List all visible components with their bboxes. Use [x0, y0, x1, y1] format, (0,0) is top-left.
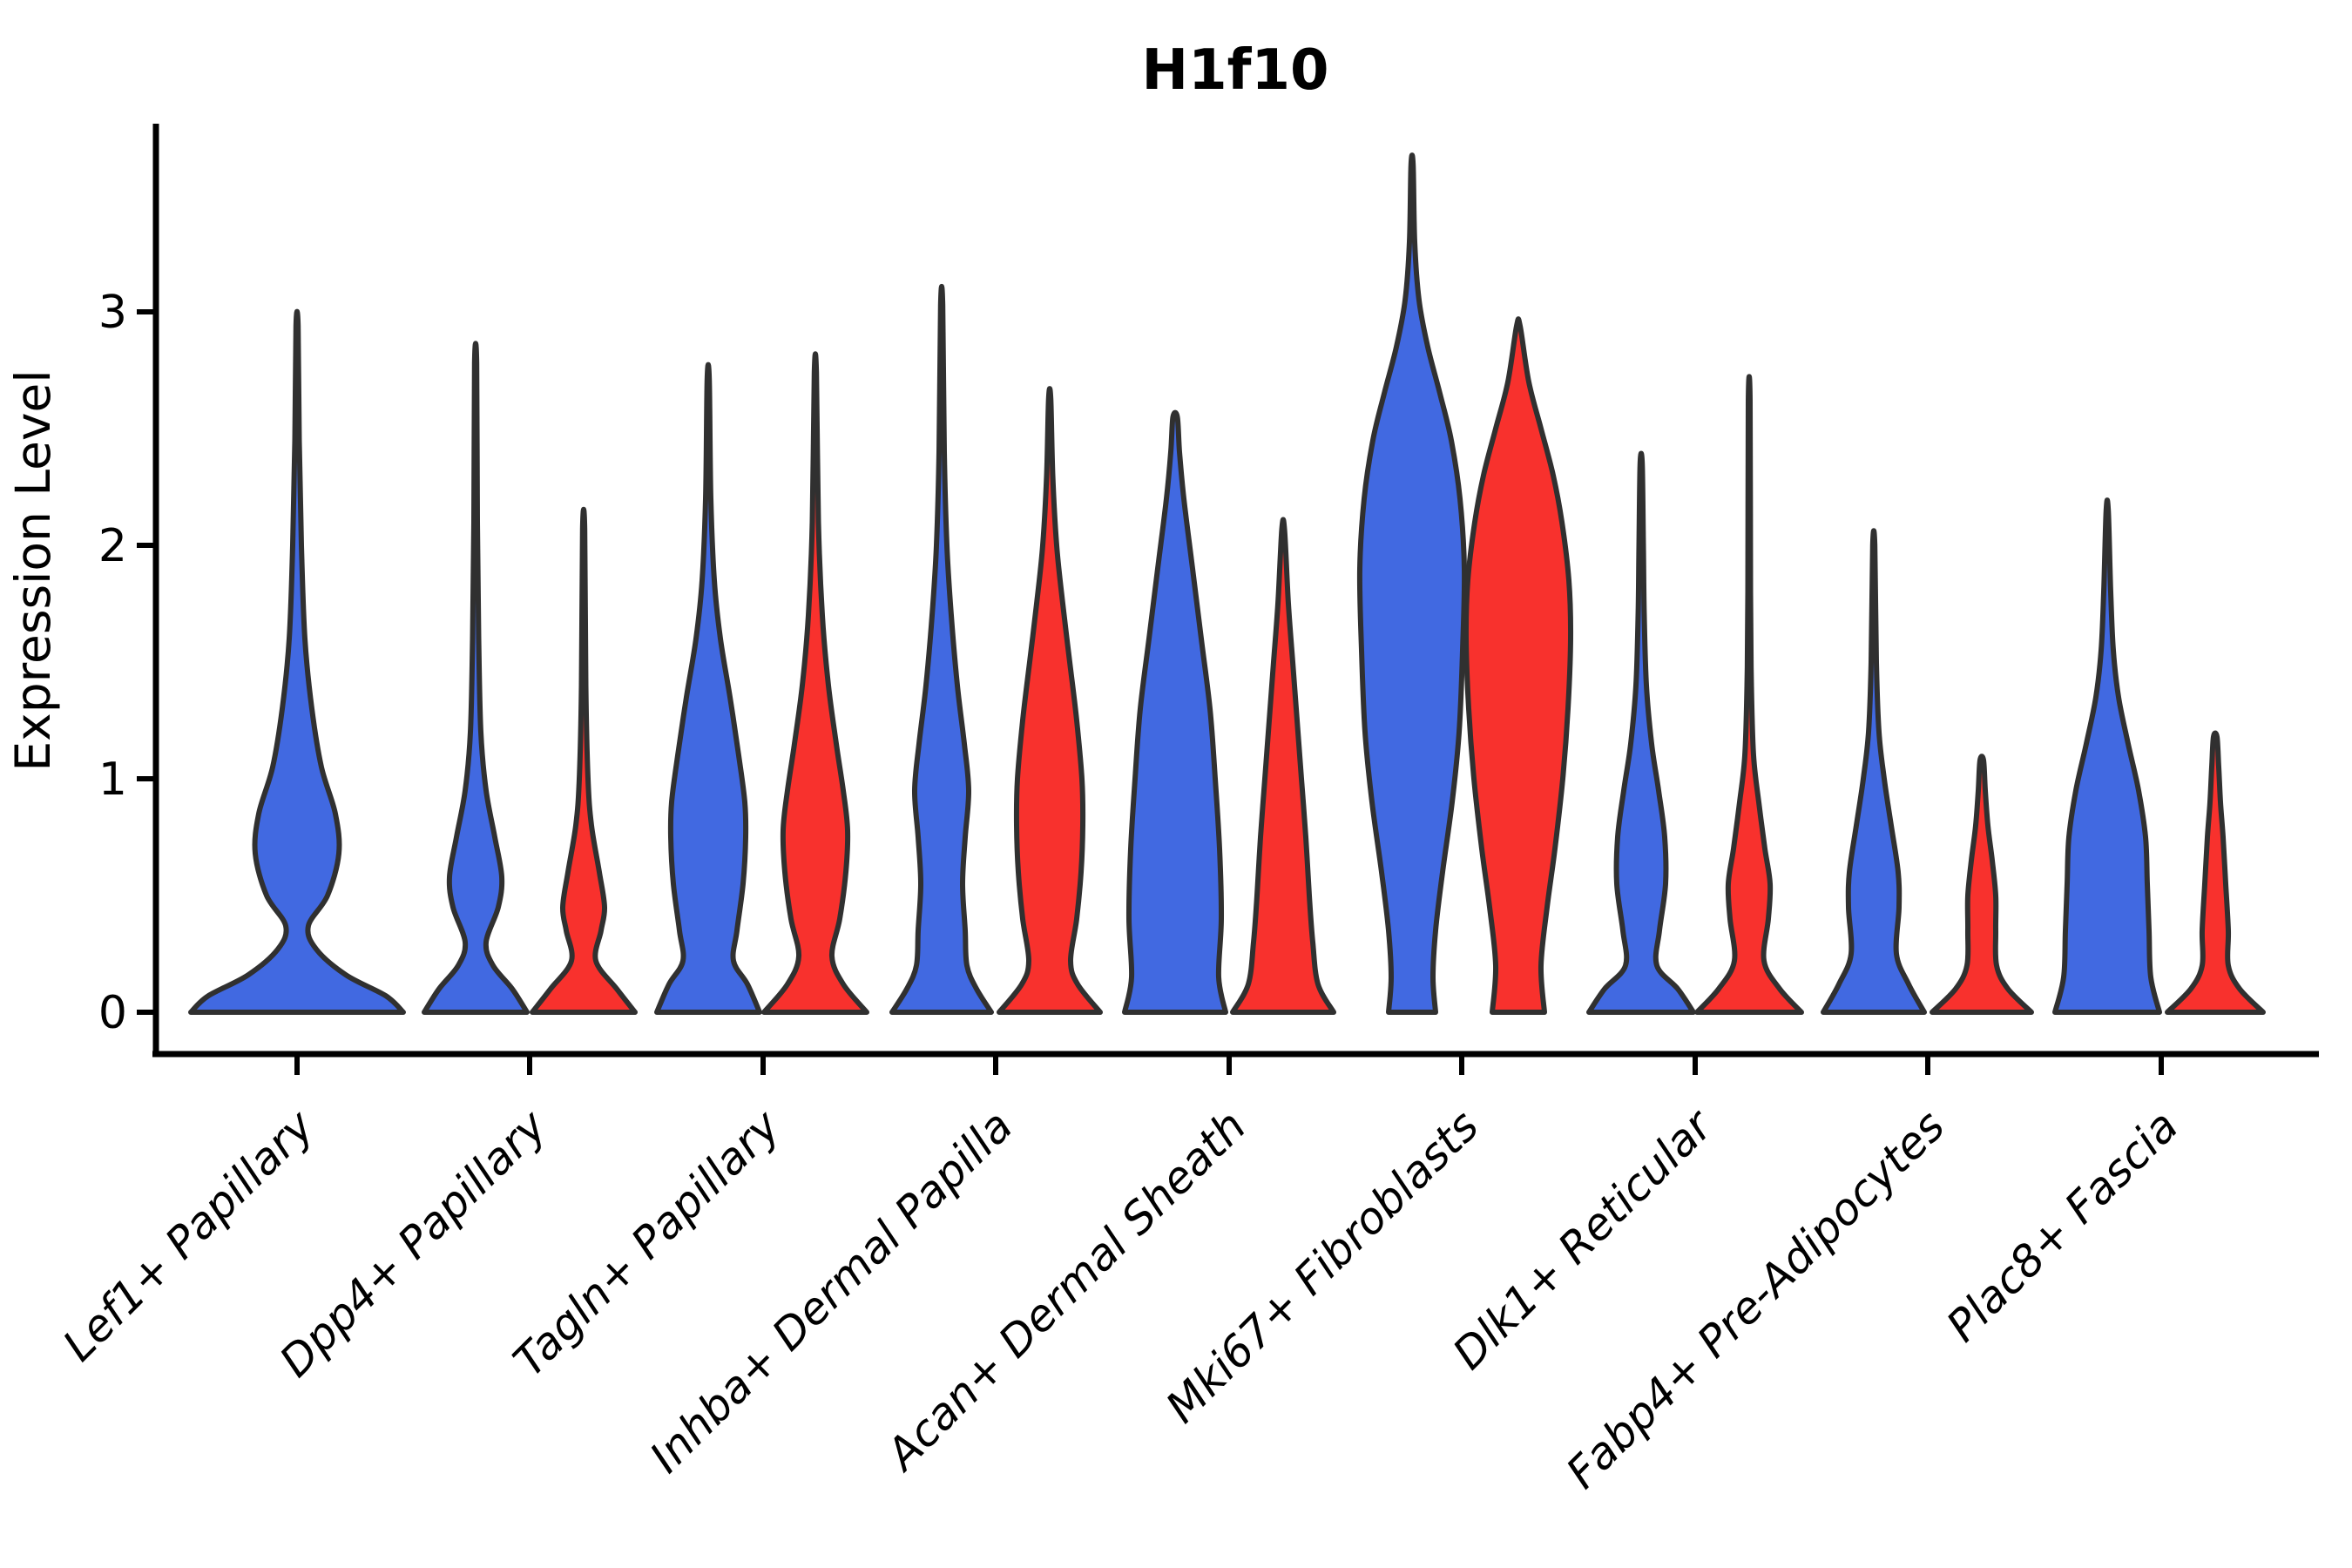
violin-inhba-dermal-papilla-group-2	[997, 386, 1103, 1015]
y-tick-label-1: 1	[98, 754, 127, 806]
violin-inhba-dermal-papilla-group-1	[889, 283, 994, 1015]
x-tick-label-0: Lef1+ Papillary	[53, 1099, 324, 1370]
y-axis-ticks: 0 1 2 3	[98, 287, 156, 1039]
violin-mki67-fibroblasts-group-1	[1356, 152, 1468, 1015]
violin-tagln-papillary-group-1	[654, 362, 762, 1015]
violin-acan-dermal-sheath-group-2	[1230, 517, 1336, 1015]
violin-lef1-papillary-group-1	[188, 308, 406, 1015]
violin-plac8-fascia-group-1	[2052, 497, 2162, 1015]
violins-layer	[188, 152, 2266, 1015]
violin-dpp4-papillary-group-1	[422, 341, 530, 1015]
y-tick-label-3: 3	[98, 287, 127, 339]
violin-acan-dermal-sheath-group-1	[1122, 409, 1228, 1015]
y-tick-label-2: 2	[98, 520, 127, 572]
violin-plac8-fascia-group-2	[2165, 730, 2266, 1015]
chart-title: H1f10	[1142, 38, 1329, 103]
violin-dlk1-reticular-group-1	[1586, 450, 1696, 1015]
violin-dlk1-reticular-group-2	[1694, 374, 1804, 1015]
violin-tagln-papillary-group-2	[761, 351, 869, 1015]
y-tick-label-0: 0	[98, 987, 127, 1039]
violin-fabp4-pre-adipocytes-group-2	[1930, 754, 2034, 1015]
y-axis-label: Expression Level	[5, 369, 61, 771]
violin-fabp4-pre-adipocytes-group-1	[1821, 528, 1927, 1015]
violin-dpp4-papillary-group-2	[530, 506, 638, 1015]
violin-mki67-fibroblasts-group-2	[1463, 316, 1574, 1015]
x-tick-label-7: Fabp4+ Pre-Adipocytes	[1557, 1100, 1955, 1498]
x-tick-label-8: Plac8+ Fascia	[1937, 1100, 2188, 1351]
